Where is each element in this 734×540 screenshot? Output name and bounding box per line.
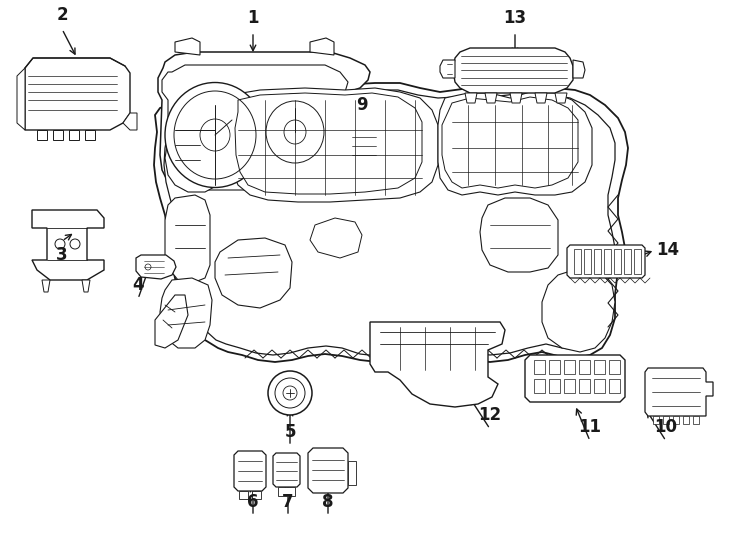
Text: 9: 9 (356, 96, 368, 114)
Polygon shape (555, 93, 567, 103)
Polygon shape (594, 360, 605, 374)
Polygon shape (604, 249, 611, 274)
Polygon shape (438, 92, 592, 195)
Polygon shape (158, 52, 370, 200)
Polygon shape (573, 60, 585, 78)
Polygon shape (310, 218, 362, 258)
Text: 1: 1 (247, 9, 259, 27)
Polygon shape (614, 249, 621, 274)
Polygon shape (564, 379, 575, 393)
Polygon shape (123, 113, 137, 130)
Polygon shape (663, 416, 669, 424)
Polygon shape (574, 249, 581, 274)
Polygon shape (609, 360, 620, 374)
Polygon shape (683, 416, 689, 424)
Polygon shape (252, 491, 261, 499)
Text: 7: 7 (282, 493, 294, 511)
Polygon shape (634, 249, 641, 274)
Polygon shape (485, 93, 497, 103)
Text: 14: 14 (656, 241, 680, 259)
Polygon shape (273, 453, 300, 487)
Polygon shape (525, 355, 625, 402)
Polygon shape (535, 93, 547, 103)
Polygon shape (440, 60, 455, 78)
Polygon shape (549, 379, 560, 393)
Polygon shape (234, 451, 266, 491)
Ellipse shape (165, 83, 265, 187)
Polygon shape (348, 461, 356, 485)
Polygon shape (584, 249, 591, 274)
Text: 5: 5 (284, 423, 296, 441)
Polygon shape (510, 93, 522, 103)
Polygon shape (42, 280, 50, 292)
Text: 13: 13 (504, 9, 526, 27)
Text: 12: 12 (479, 406, 501, 424)
Polygon shape (594, 379, 605, 393)
Polygon shape (155, 295, 188, 348)
Polygon shape (160, 278, 212, 348)
Polygon shape (624, 249, 631, 274)
Polygon shape (465, 93, 477, 103)
Polygon shape (69, 130, 79, 140)
Polygon shape (609, 379, 620, 393)
Polygon shape (673, 416, 679, 424)
Ellipse shape (259, 94, 331, 170)
Polygon shape (542, 268, 615, 352)
Polygon shape (32, 210, 104, 280)
Polygon shape (370, 322, 505, 407)
Polygon shape (594, 249, 601, 274)
Polygon shape (549, 360, 560, 374)
Polygon shape (579, 360, 590, 374)
Polygon shape (567, 245, 645, 278)
Polygon shape (82, 280, 90, 292)
Text: 11: 11 (578, 418, 601, 436)
Text: 2: 2 (57, 6, 68, 24)
Polygon shape (693, 416, 699, 424)
Polygon shape (165, 195, 210, 282)
Text: 3: 3 (57, 246, 68, 264)
Polygon shape (162, 65, 348, 190)
Polygon shape (308, 448, 348, 493)
Text: 4: 4 (132, 276, 144, 294)
Polygon shape (310, 38, 334, 55)
Polygon shape (235, 93, 422, 194)
Polygon shape (164, 90, 615, 356)
Text: 10: 10 (655, 418, 677, 436)
Polygon shape (534, 360, 545, 374)
Polygon shape (136, 255, 176, 279)
Polygon shape (154, 83, 628, 362)
Polygon shape (534, 379, 545, 393)
Text: 8: 8 (322, 493, 334, 511)
Polygon shape (228, 88, 438, 202)
Circle shape (268, 371, 312, 415)
Polygon shape (645, 368, 713, 416)
Polygon shape (17, 68, 25, 130)
Polygon shape (442, 97, 578, 188)
Polygon shape (175, 38, 200, 55)
Polygon shape (239, 491, 248, 499)
Polygon shape (564, 360, 575, 374)
Polygon shape (53, 130, 63, 140)
Polygon shape (37, 130, 47, 140)
Polygon shape (165, 108, 225, 192)
Polygon shape (215, 238, 292, 308)
Polygon shape (480, 198, 558, 272)
Polygon shape (25, 58, 130, 130)
Polygon shape (85, 130, 95, 140)
Polygon shape (579, 379, 590, 393)
Polygon shape (348, 128, 380, 164)
Polygon shape (278, 487, 295, 496)
Polygon shape (453, 48, 573, 93)
Text: 6: 6 (247, 493, 259, 511)
Polygon shape (653, 416, 659, 424)
